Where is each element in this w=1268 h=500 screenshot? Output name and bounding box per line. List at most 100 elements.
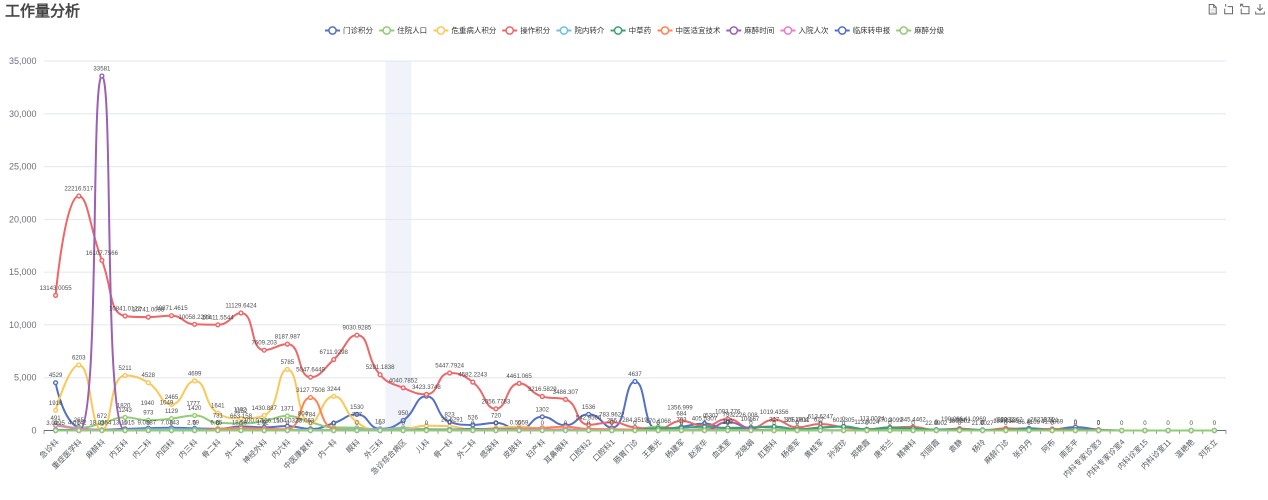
svg-text:5447.7924: 5447.7924 [435, 363, 464, 370]
svg-text:3216.5829: 3216.5829 [528, 386, 557, 393]
svg-text:0: 0 [680, 420, 684, 427]
svg-text:0: 0 [796, 420, 800, 427]
svg-text:2226.008: 2226.008 [732, 412, 758, 419]
svg-text:950: 950 [398, 410, 409, 417]
svg-text:0: 0 [703, 413, 707, 420]
svg-text:1820: 1820 [117, 403, 131, 410]
svg-text:0: 0 [819, 420, 823, 427]
svg-text:0: 0 [888, 420, 892, 427]
svg-text:38.063: 38.063 [296, 418, 315, 425]
svg-text:0: 0 [796, 419, 800, 426]
svg-text:0: 0 [749, 420, 753, 427]
svg-text:347: 347 [769, 416, 780, 423]
svg-text:526: 526 [468, 414, 479, 421]
svg-text:0: 0 [425, 420, 429, 427]
svg-text:1243: 1243 [118, 407, 132, 414]
svg-text:703: 703 [676, 416, 687, 423]
svg-text:6.85: 6.85 [210, 419, 222, 426]
svg-text:305.0611: 305.0611 [785, 417, 811, 424]
svg-text:100.07: 100.07 [244, 418, 263, 425]
svg-text:104.0327: 104.0327 [276, 418, 302, 425]
svg-text:11129.6424: 11129.6424 [225, 303, 257, 310]
svg-text:2.59: 2.59 [187, 419, 199, 426]
svg-text:4.0142: 4.0142 [68, 419, 87, 426]
svg-text:100: 100 [723, 419, 734, 426]
svg-text:21.0027: 21.0027 [972, 420, 995, 427]
svg-text:3.021: 3.021 [1043, 417, 1059, 424]
svg-text:627: 627 [814, 417, 825, 424]
svg-text:0: 0 [564, 420, 568, 427]
svg-text:0: 0 [935, 420, 939, 427]
svg-text:270.3099: 270.3099 [877, 417, 903, 424]
svg-text:823: 823 [445, 411, 456, 418]
svg-text:804: 804 [298, 411, 309, 418]
svg-text:0: 0 [726, 420, 730, 427]
svg-text:2465: 2465 [165, 394, 179, 401]
svg-text:7609.203: 7609.203 [251, 340, 277, 347]
svg-text:0: 0 [541, 420, 545, 427]
svg-text:操作积分: 操作积分 [520, 25, 550, 35]
svg-text:5211: 5211 [119, 365, 133, 372]
svg-text:0: 0 [1213, 420, 1217, 427]
svg-text:1940: 1940 [141, 400, 155, 407]
svg-text:0: 0 [587, 420, 591, 427]
svg-text:41.0969: 41.0969 [964, 416, 987, 423]
svg-text:663.158: 663.158 [230, 413, 253, 420]
svg-text:2056.7783: 2056.7783 [481, 398, 510, 405]
svg-text:0: 0 [332, 420, 336, 427]
svg-text:0: 0 [263, 420, 267, 427]
svg-text:院内转介: 院内转介 [574, 25, 604, 35]
svg-text:2623021: 2623021 [1030, 417, 1054, 424]
svg-text:0: 0 [1097, 419, 1101, 426]
svg-text:0: 0 [1166, 420, 1170, 427]
svg-text:1641: 1641 [211, 403, 225, 410]
svg-text:1430.887: 1430.887 [251, 405, 277, 412]
svg-text:6203: 6203 [72, 355, 86, 362]
svg-text:126.150: 126.150 [261, 418, 284, 425]
svg-text:973: 973 [143, 410, 154, 417]
svg-text:0: 0 [958, 420, 962, 427]
svg-text:3.0295: 3.0295 [46, 420, 65, 427]
svg-text:86.4109: 86.4109 [1018, 419, 1041, 426]
svg-text:0: 0 [749, 417, 753, 424]
svg-text:入院人次: 入院人次 [799, 25, 829, 35]
svg-text:0: 0 [1074, 419, 1078, 426]
svg-text:4461.065: 4461.065 [506, 373, 532, 380]
svg-text:9.0587: 9.0587 [137, 419, 156, 426]
svg-text:0: 0 [100, 420, 104, 427]
svg-text:0: 0 [865, 420, 869, 427]
svg-text:4637: 4637 [628, 371, 642, 378]
svg-text:613.6247: 613.6247 [808, 414, 834, 421]
svg-text:256: 256 [607, 417, 618, 424]
svg-text:170.1068: 170.1068 [645, 418, 671, 425]
svg-text:113.0024: 113.0024 [860, 416, 886, 423]
svg-text:1420: 1420 [188, 405, 202, 412]
svg-text:30,000: 30,000 [9, 109, 37, 119]
svg-text:163: 163 [375, 418, 386, 425]
svg-text:0: 0 [147, 420, 151, 427]
svg-text:1371: 1371 [281, 406, 295, 413]
svg-text:5307: 5307 [705, 413, 719, 420]
svg-text:0: 0 [286, 420, 290, 427]
svg-text:784: 784 [305, 412, 316, 419]
svg-text:8187.987: 8187.987 [275, 334, 301, 341]
svg-text:4529: 4529 [49, 372, 63, 379]
svg-text:0: 0 [448, 420, 452, 427]
svg-text:542.9566: 542.9566 [576, 414, 602, 421]
svg-text:1129: 1129 [165, 408, 179, 415]
svg-text:0.5059: 0.5059 [510, 419, 529, 426]
svg-text:793: 793 [723, 412, 734, 419]
svg-text:0: 0 [842, 420, 846, 427]
svg-text:7.0343: 7.0343 [161, 419, 180, 426]
svg-text:684: 684 [676, 411, 687, 418]
svg-text:1093.776: 1093.776 [715, 409, 741, 416]
svg-text:0: 0 [1027, 418, 1031, 425]
svg-text:405.5307: 405.5307 [692, 416, 718, 423]
svg-text:1049: 1049 [160, 400, 174, 407]
svg-text:3127.7508: 3127.7508 [296, 387, 325, 394]
svg-text:4040.7852: 4040.7852 [389, 377, 418, 384]
svg-text:1019.4356: 1019.4356 [760, 409, 789, 416]
svg-text:0: 0 [1027, 420, 1031, 427]
svg-text:5047.6449: 5047.6449 [296, 367, 325, 374]
svg-text:0: 0 [517, 420, 521, 427]
